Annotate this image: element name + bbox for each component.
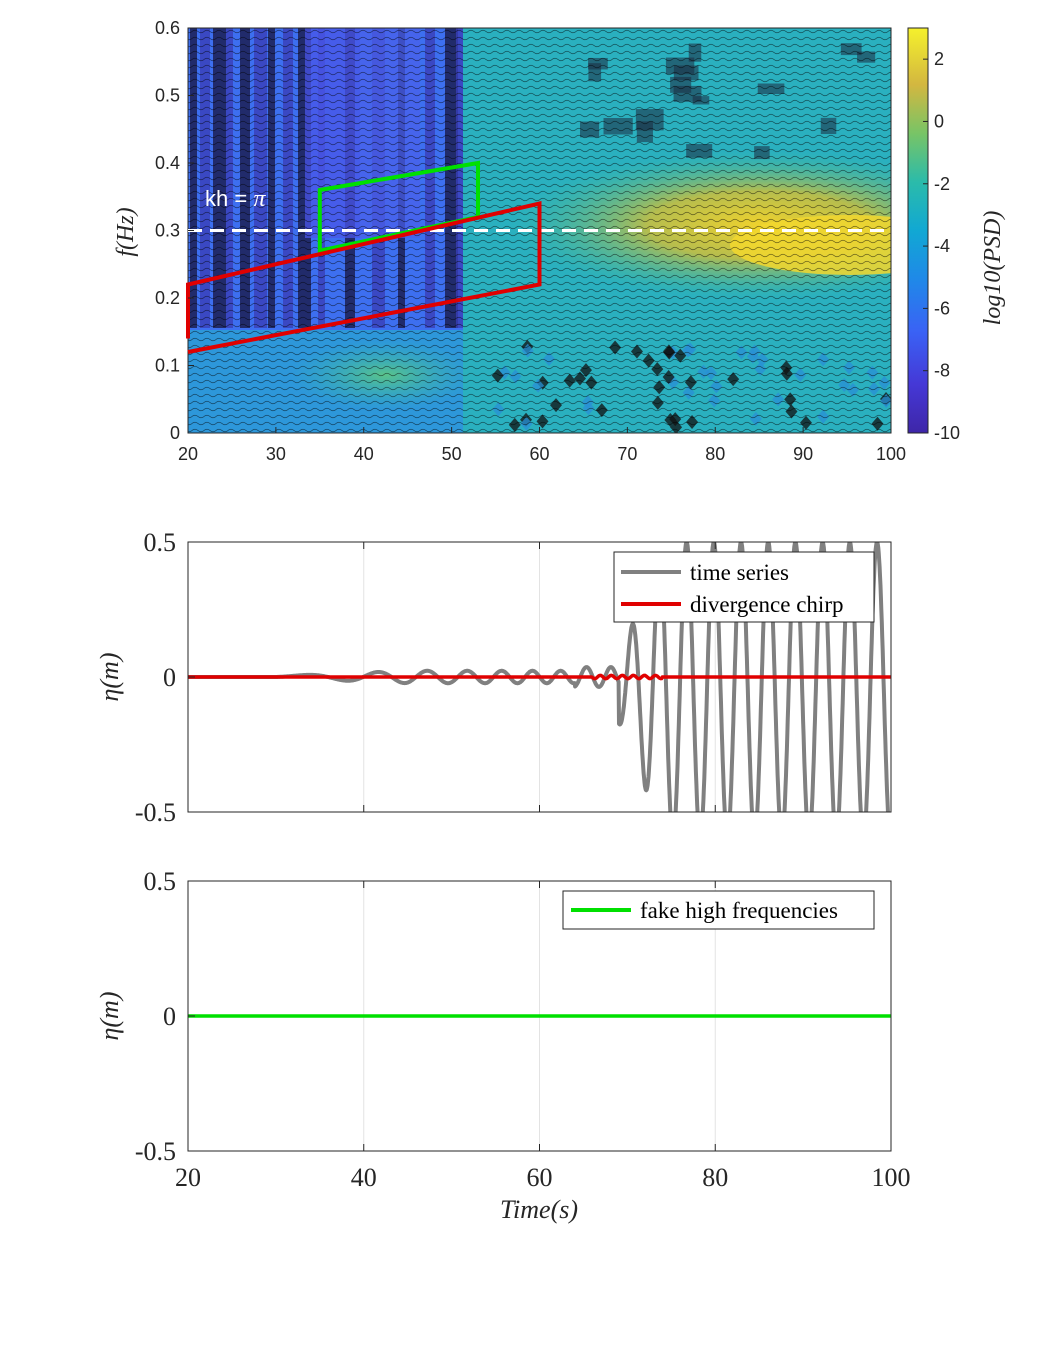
fake-hf-legend: fake high frequencies <box>562 890 875 930</box>
fake-hf-x-ticks: 20 40 60 80 100 <box>175 1163 911 1192</box>
fake-hf-y-ticks: 0.5 0 -0.5 <box>135 867 716 1166</box>
y-tick-label: 0.5 <box>144 867 177 896</box>
kh-annotation-text: kh = <box>205 186 253 211</box>
x-tick-label: 60 <box>529 444 549 464</box>
colorbar-tick-label: 0 <box>934 111 944 131</box>
x-tick-label: 70 <box>617 444 637 464</box>
x-tick-label: 90 <box>793 444 813 464</box>
x-tick-label: 20 <box>175 1163 201 1192</box>
colorbar <box>907 27 929 434</box>
y-tick-label: 0.3 <box>155 221 180 241</box>
x-tick-label: 100 <box>872 1163 911 1192</box>
y-tick-label: 0.2 <box>155 288 180 308</box>
x-tick-label: 60 <box>527 1163 553 1192</box>
colorbar-tick-label: 2 <box>934 49 944 69</box>
x-tick-label: 30 <box>266 444 286 464</box>
legend-divergence-chirp-label: divergence chirp <box>690 592 843 617</box>
colorbar-ticks: 2 0 -2 -4 -6 -8 -10 <box>923 49 960 443</box>
colorbar-tick-label: -10 <box>934 423 960 443</box>
colorbar-tick-label: -4 <box>934 236 950 256</box>
x-tick-label: 20 <box>178 444 198 464</box>
spectrogram-ticks: 20 30 40 50 60 70 80 90 100 0 0.1 0.2 0.3 0.4 0.5 0.6 <box>155 18 906 464</box>
x-tick-label: 50 <box>442 444 462 464</box>
colorbar-tick-label: -2 <box>934 174 950 194</box>
kh-annotation-symbol: π <box>253 186 266 212</box>
y-tick-label: 0 <box>163 663 176 692</box>
time-series-y-ticks: 0.5 0 -0.5 <box>135 528 716 827</box>
time-x-label: Time(s) <box>500 1195 578 1224</box>
fake-high-frequencies-panel: 0.5 0 -0.5 20 40 60 80 100 η(m) Time(s) fake h… <box>95 867 911 1224</box>
x-tick-label: 40 <box>351 1163 377 1192</box>
y-tick-label: 0.6 <box>155 18 180 38</box>
spectrogram-overlays <box>186 160 891 354</box>
time-series-panel: 0.5 0 -0.5 η(m) time series divergence chi… <box>95 528 892 827</box>
time-series-legend: time series divergence chirp <box>613 551 875 623</box>
y-tick-label: -0.5 <box>135 798 176 827</box>
x-tick-label: 80 <box>702 1163 728 1192</box>
y-tick-label: 0 <box>163 1002 176 1031</box>
x-tick-label: 100 <box>876 444 906 464</box>
legend-fake-hf-label: fake high frequencies <box>640 898 838 923</box>
colorbar-label: log10(PSD) <box>980 211 1006 326</box>
y-tick-label: 0 <box>170 423 180 443</box>
y-tick-label: -0.5 <box>135 1137 176 1166</box>
colorbar-tick-label: -8 <box>934 361 950 381</box>
legend-time-series-label: time series <box>690 560 789 585</box>
divergence-chirp-line <box>188 673 891 681</box>
time-series-y-label: η(m) <box>95 653 124 702</box>
y-tick-label: 0.1 <box>155 356 180 376</box>
fake-hf-y-label: η(m) <box>95 992 124 1041</box>
x-tick-label: 40 <box>354 444 374 464</box>
x-tick-label: 80 <box>705 444 725 464</box>
colorbar-tick-label: -6 <box>934 298 950 318</box>
divergence-chirp-region <box>186 200 542 354</box>
kh-pi-annotation: kh = π <box>205 186 266 212</box>
y-tick-label: 0.5 <box>144 528 177 557</box>
spectrogram-y-label: f(Hz) <box>113 207 139 256</box>
y-tick-label: 0.4 <box>155 153 180 173</box>
y-tick-label: 0.5 <box>155 86 180 106</box>
